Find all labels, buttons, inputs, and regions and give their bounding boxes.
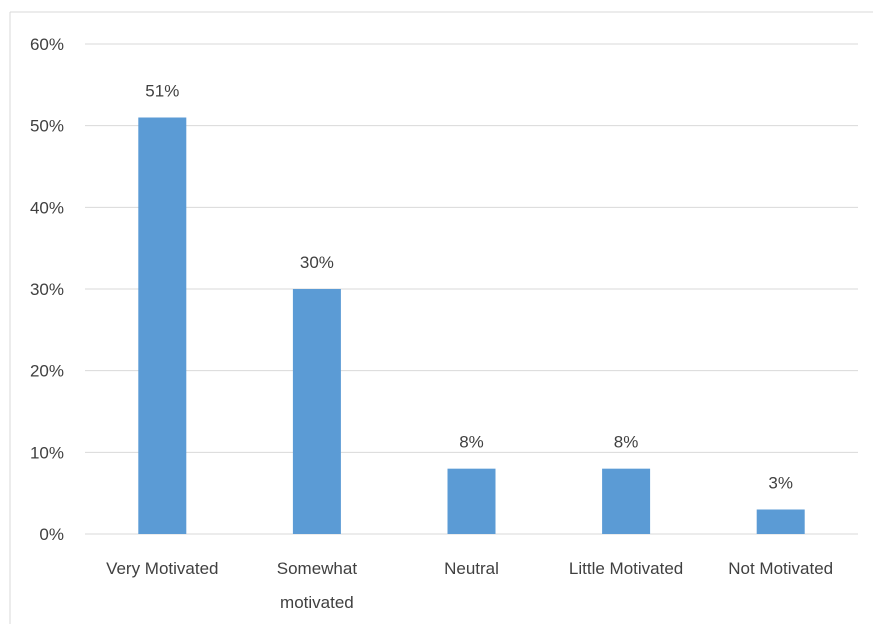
x-category-label: motivated [280, 593, 354, 612]
data-label: 3% [768, 474, 793, 493]
y-tick-label: 40% [30, 198, 64, 217]
bar [447, 468, 496, 534]
y-tick-label: 10% [30, 443, 64, 462]
bar [138, 117, 187, 534]
y-tick-label: 20% [30, 362, 64, 381]
y-tick-label: 50% [30, 117, 64, 136]
bar [756, 509, 805, 534]
data-label: 8% [614, 433, 639, 452]
bars [138, 117, 805, 534]
x-axis-category-labels: Very Motivated Somewhat motivated Neutral Li… [106, 559, 833, 612]
x-category-label: Very Motivated [106, 559, 218, 578]
y-tick-label: 60% [30, 35, 64, 54]
bar [602, 468, 651, 534]
data-label: 51% [145, 82, 179, 101]
bar [292, 289, 341, 534]
x-category-label: Little Motivated [569, 559, 683, 578]
y-axis-tick-labels: 0% 10% 20% 30% 40% 50% 60% [30, 35, 64, 544]
data-label: 30% [300, 253, 334, 272]
x-category-label: Somewhat [277, 559, 358, 578]
x-category-label: Not Motivated [728, 559, 833, 578]
data-label: 8% [459, 433, 484, 452]
x-category-label: Neutral [444, 559, 499, 578]
y-tick-label: 30% [30, 280, 64, 299]
gridlines [85, 43, 858, 535]
data-labels: 51% 30% 8% 8% 3% [145, 82, 793, 493]
y-tick-label: 0% [39, 525, 64, 544]
